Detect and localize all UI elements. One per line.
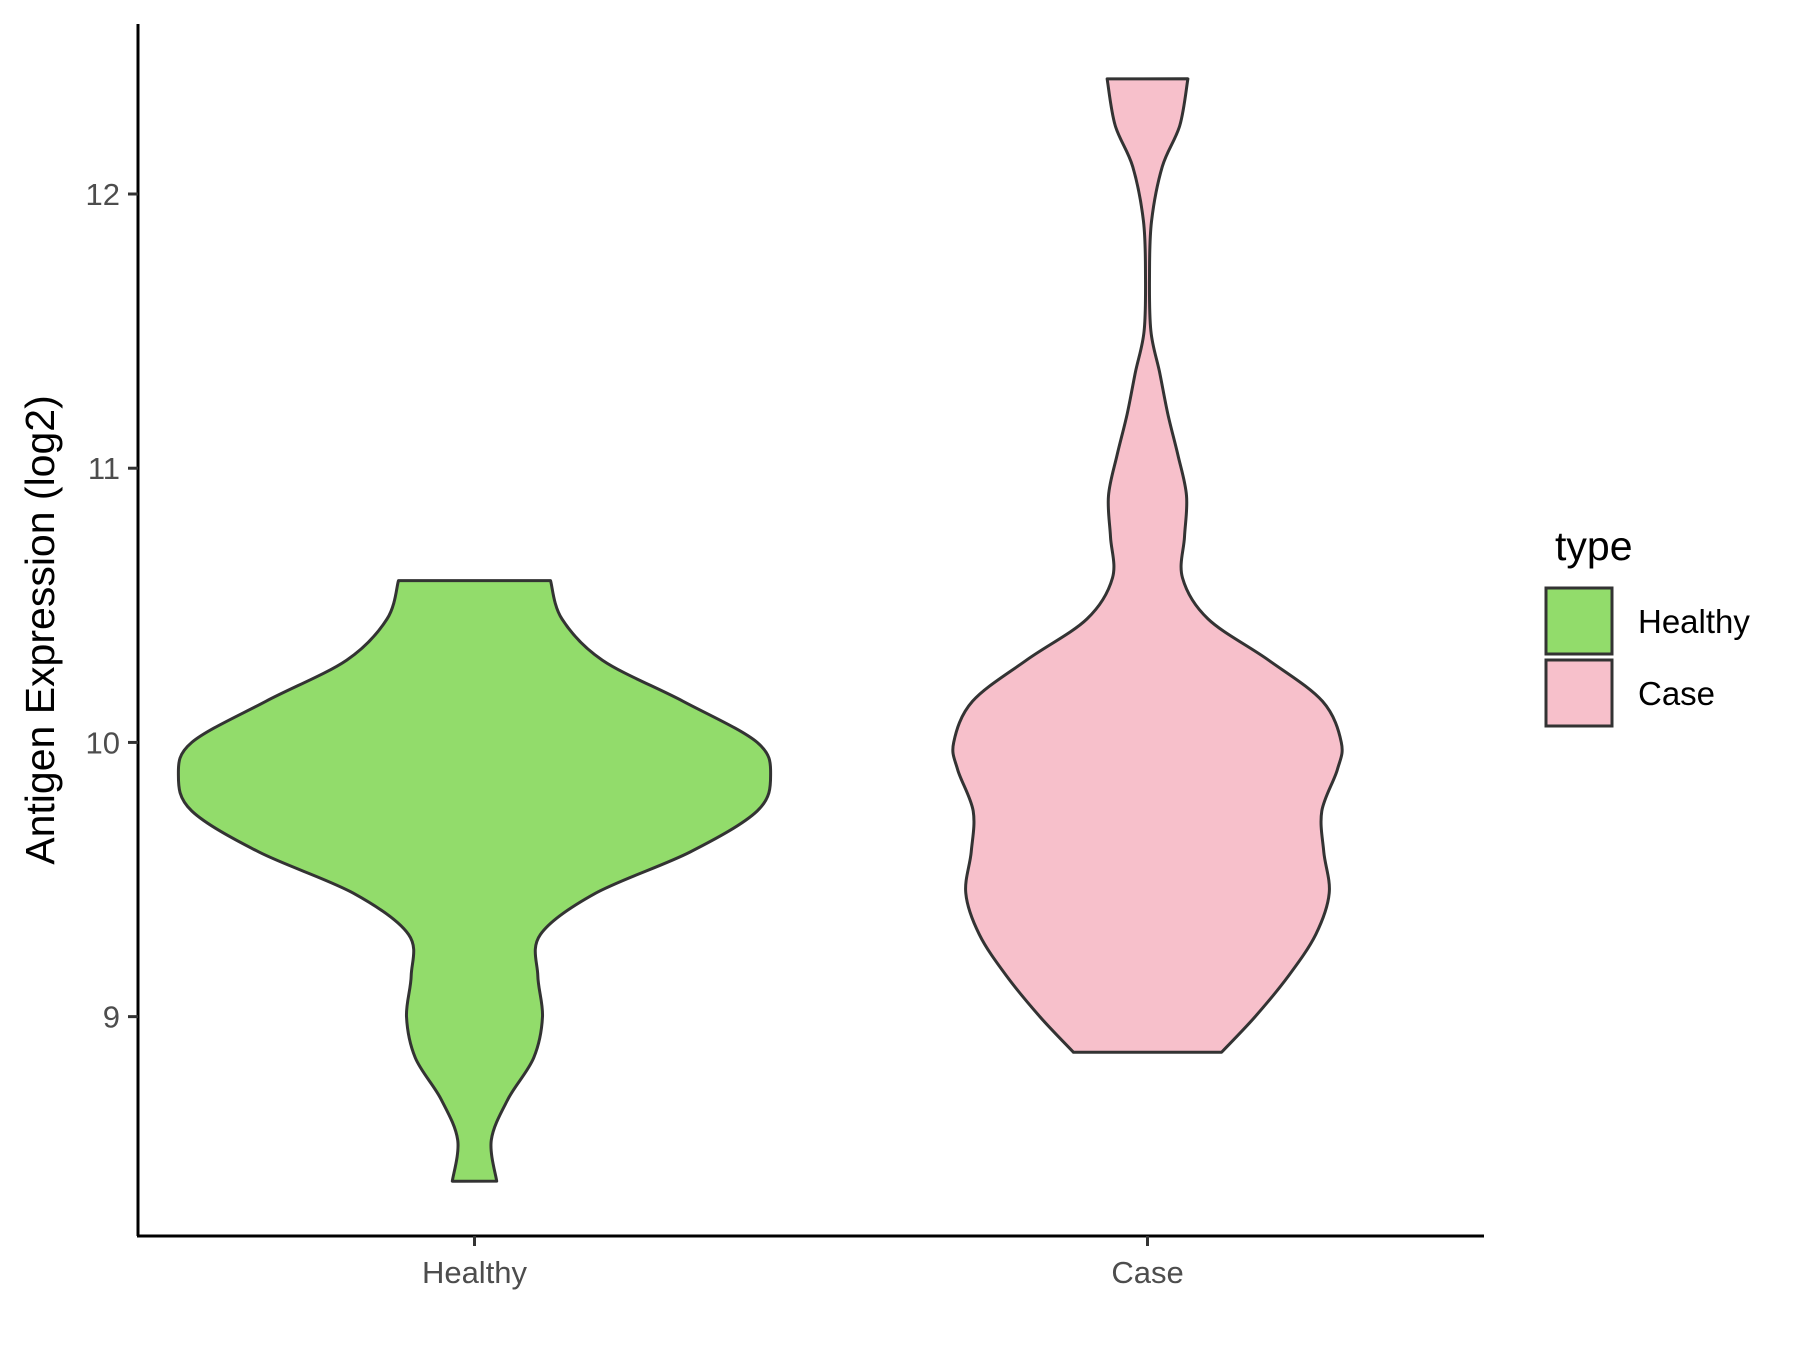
y-ticks: 9 10 11 12 (86, 177, 138, 1035)
y-axis-title: Antigen Expression (log2) (17, 395, 63, 864)
y-tick-label: 9 (103, 1000, 120, 1035)
legend: type Healthy Case (1544, 523, 1750, 728)
legend-label-case: Case (1638, 675, 1715, 712)
y-tick-label: 12 (86, 177, 120, 212)
y-tick-label: 11 (88, 451, 120, 486)
x-tick-label: Case (1111, 1255, 1183, 1290)
y-tick-label: 10 (86, 725, 120, 760)
legend-label-healthy: Healthy (1638, 603, 1750, 640)
violins-layer (176, 77, 1344, 1183)
legend-key-case (1544, 658, 1614, 728)
x-ticks: Healthy Case (422, 1236, 1184, 1290)
violin-case (951, 77, 1344, 1054)
legend-title: type (1555, 523, 1633, 569)
x-tick-label: Healthy (422, 1255, 528, 1290)
legend-key-healthy (1544, 586, 1614, 656)
violin-healthy (176, 579, 773, 1183)
